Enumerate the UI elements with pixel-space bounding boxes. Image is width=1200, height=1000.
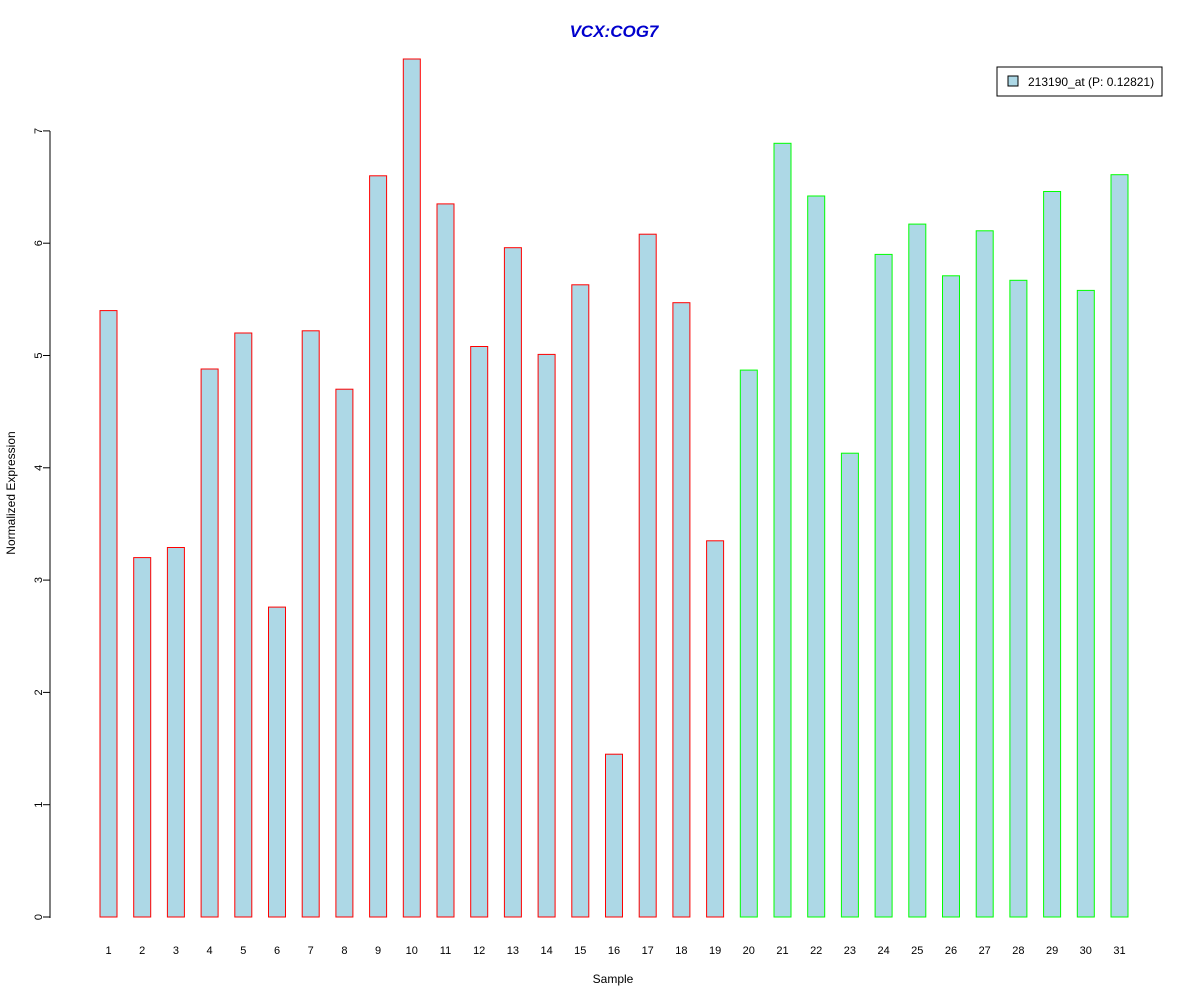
bar	[672, 302, 691, 918]
x-tick-label: 2	[139, 945, 145, 957]
x-tick-label: 25	[911, 945, 923, 957]
x-tick-label: 20	[743, 945, 755, 957]
x-tick-label: 15	[574, 945, 586, 957]
x-tick-label: 4	[207, 945, 213, 957]
x-tick-label: 10	[406, 945, 418, 957]
x-tick-label: 9	[375, 945, 381, 957]
x-tick-label: 11	[440, 945, 451, 957]
x-tick-label: 27	[979, 945, 991, 957]
x-tick-label: 13	[507, 945, 519, 957]
bar	[1076, 289, 1095, 918]
bar	[1043, 191, 1062, 918]
bar	[874, 253, 893, 918]
x-tick-label: 24	[877, 945, 889, 957]
y-tick-label: 5	[33, 352, 45, 358]
x-tick-label: 5	[240, 945, 246, 957]
bar	[638, 233, 657, 918]
bar	[166, 547, 185, 918]
bar	[335, 388, 354, 918]
bar	[1009, 279, 1028, 918]
bar	[402, 58, 421, 918]
x-tick-label: 31	[1113, 945, 1125, 957]
x-tick-label: 3	[173, 945, 179, 957]
x-tick-label: 12	[473, 945, 485, 957]
chart-title: VCX:COG7	[570, 22, 660, 41]
bar	[200, 368, 219, 918]
y-tick-label: 7	[33, 128, 45, 134]
bar	[268, 606, 286, 918]
bar	[571, 284, 590, 918]
bar	[807, 195, 826, 918]
bar	[773, 142, 792, 918]
x-tick-label: 26	[945, 945, 957, 957]
bar	[605, 753, 623, 918]
x-axis-tick-labels: 1 2 3 4 5 6 7 8 9 10 11 12 13 14 15 16 17 18 19 20 21 22 23 24 2…	[105, 945, 1125, 957]
bar	[470, 346, 489, 918]
bar	[503, 247, 522, 918]
x-tick-label: 22	[810, 945, 822, 957]
bar	[537, 353, 556, 918]
x-tick-label: 29	[1046, 945, 1058, 957]
x-tick-label: 23	[844, 945, 856, 957]
bar	[942, 275, 960, 918]
y-tick-label: 6	[33, 240, 45, 246]
legend-box	[996, 66, 1163, 97]
x-tick-label: 6	[274, 945, 280, 957]
x-tick-label: 28	[1012, 945, 1024, 957]
bar	[840, 452, 859, 918]
y-axis-label: Normalized Expression	[4, 431, 18, 554]
bar	[301, 330, 320, 918]
bar	[369, 175, 388, 918]
x-tick-label: 7	[308, 945, 314, 957]
bars-group	[99, 58, 1129, 918]
x-tick-label: 19	[709, 945, 721, 957]
bar	[99, 310, 118, 918]
x-tick-label: 16	[608, 945, 620, 957]
bar	[739, 369, 758, 918]
x-tick-label: 18	[675, 945, 687, 957]
y-tick-label: 4	[33, 465, 45, 471]
x-tick-label: 30	[1080, 945, 1092, 957]
x-tick-label: 17	[642, 945, 654, 957]
bar	[908, 223, 927, 918]
legend-label: 213190_at (P: 0.12821)	[1028, 75, 1154, 89]
bar	[706, 540, 725, 918]
legend-swatch	[1007, 75, 1019, 87]
y-tick-label: 1	[33, 802, 45, 808]
x-axis-label: Sample	[593, 972, 634, 986]
bar	[975, 230, 994, 918]
x-tick-label: 1	[105, 945, 111, 957]
bar	[133, 557, 152, 918]
x-tick-label: 21	[776, 945, 788, 957]
y-tick-label: 3	[33, 577, 45, 583]
x-tick-label: 8	[341, 945, 347, 957]
bar	[436, 203, 455, 918]
bar	[234, 332, 253, 918]
y-tick-label: 2	[33, 689, 45, 695]
x-tick-label: 14	[540, 945, 552, 957]
y-tick-label: 0	[33, 914, 45, 920]
legend: 213190_at (P: 0.12821)	[996, 66, 1163, 97]
y-axis: 0 1 2 3 4 5 6 7	[33, 128, 50, 920]
bar	[1110, 174, 1129, 918]
